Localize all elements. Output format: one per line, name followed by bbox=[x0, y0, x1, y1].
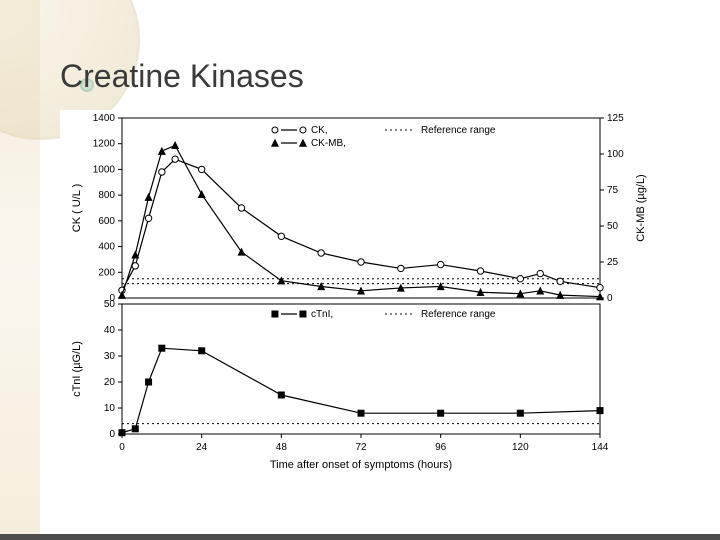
svg-text:75: 75 bbox=[607, 185, 619, 196]
svg-text:24: 24 bbox=[196, 442, 208, 453]
svg-text:48: 48 bbox=[276, 442, 288, 453]
svg-text:50: 50 bbox=[607, 221, 619, 232]
svg-text:CK,: CK, bbox=[311, 125, 328, 136]
svg-text:0: 0 bbox=[119, 442, 125, 453]
svg-text:25: 25 bbox=[607, 257, 619, 268]
svg-text:125: 125 bbox=[607, 113, 624, 124]
svg-text:1200: 1200 bbox=[93, 139, 116, 150]
svg-text:50: 50 bbox=[104, 299, 116, 310]
svg-text:Reference range: Reference range bbox=[421, 309, 496, 320]
svg-text:72: 72 bbox=[355, 442, 367, 453]
page-title: Creatine Kinases bbox=[60, 58, 304, 95]
svg-text:CK-MB,: CK-MB, bbox=[311, 138, 346, 149]
svg-text:200: 200 bbox=[98, 267, 115, 278]
svg-text:120: 120 bbox=[512, 442, 529, 453]
svg-text:800: 800 bbox=[98, 190, 115, 201]
svg-text:144: 144 bbox=[592, 442, 609, 453]
svg-text:20: 20 bbox=[104, 377, 116, 388]
chart-svg: 02004006008001000120014000255075100125CK… bbox=[60, 110, 660, 500]
svg-text:400: 400 bbox=[98, 242, 115, 253]
svg-text:1000: 1000 bbox=[93, 164, 116, 175]
svg-text:1400: 1400 bbox=[93, 113, 116, 124]
svg-text:0: 0 bbox=[607, 293, 613, 304]
svg-text:600: 600 bbox=[98, 216, 115, 227]
svg-text:100: 100 bbox=[607, 149, 624, 160]
svg-text:10: 10 bbox=[104, 403, 116, 414]
svg-text:CK-MB (µg/L): CK-MB (µg/L) bbox=[635, 174, 647, 241]
svg-text:CK ( U/L ): CK ( U/L ) bbox=[71, 184, 83, 233]
slide-bottom-edge bbox=[0, 534, 720, 540]
svg-text:Reference range: Reference range bbox=[421, 125, 496, 136]
svg-text:0: 0 bbox=[109, 429, 115, 440]
svg-text:30: 30 bbox=[104, 351, 116, 362]
svg-text:cTnI (µG/L): cTnI (µG/L) bbox=[71, 341, 83, 397]
svg-text:40: 40 bbox=[104, 325, 116, 336]
figure-container: 02004006008001000120014000255075100125CK… bbox=[60, 110, 660, 500]
svg-text:cTnI,: cTnI, bbox=[311, 309, 333, 320]
svg-text:96: 96 bbox=[435, 442, 447, 453]
svg-text:Time after onset of symptoms: Time after onset of symptoms (hours) bbox=[270, 459, 452, 471]
